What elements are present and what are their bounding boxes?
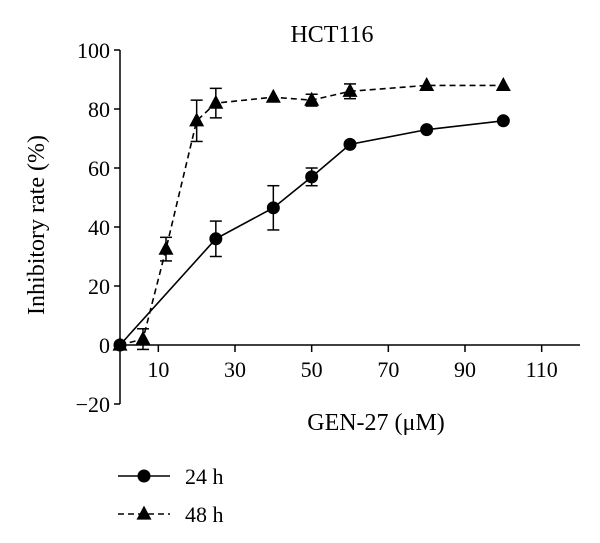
plot-area	[112, 77, 511, 352]
data-point	[208, 94, 224, 109]
y-tick-label: 0	[99, 333, 110, 358]
series-line	[119, 84, 504, 346]
data-point	[265, 88, 281, 103]
data-point	[495, 77, 511, 91]
data-point	[419, 77, 435, 91]
y-tick-label: 80	[88, 97, 110, 122]
y-tick-label: 100	[77, 38, 110, 63]
data-point	[342, 82, 358, 97]
data-point	[496, 114, 510, 128]
data-point	[135, 330, 151, 345]
series-line	[119, 120, 504, 346]
legend-label: 48 h	[185, 502, 224, 527]
x-tick-label: 110	[526, 357, 558, 382]
x-tick-label: 10	[147, 357, 169, 382]
y-axis-label: Inhibitory rate (%)	[24, 135, 50, 315]
y-tick-label: 60	[88, 156, 110, 181]
x-tick-label: 70	[377, 357, 399, 382]
series-2	[112, 77, 511, 351]
x-tick-label: 30	[224, 357, 246, 382]
legend-marker	[136, 505, 152, 520]
data-point	[112, 336, 128, 351]
data-point	[189, 112, 205, 127]
x-axis-label: GEN-27 (μM)	[307, 410, 445, 436]
data-point	[266, 201, 280, 215]
axes: −20 0 20 40 60 80 100 10 30 50 70 90 110	[76, 38, 580, 417]
data-point	[420, 123, 434, 137]
legend-label: 24 h	[185, 464, 224, 489]
y-tick-label: −20	[76, 392, 110, 417]
x-tick-label: 90	[454, 357, 476, 382]
y-tick-label: 20	[88, 274, 110, 299]
data-point	[343, 137, 357, 151]
data-point	[158, 240, 174, 255]
data-point	[304, 91, 320, 106]
x-tick-label: 50	[301, 357, 323, 382]
chart-title: HCT116	[290, 22, 373, 48]
data-point	[305, 170, 319, 184]
legend: 24 h 48 h	[118, 464, 224, 527]
data-point	[209, 232, 223, 246]
y-tick-label: 40	[88, 215, 110, 240]
legend-marker	[137, 469, 151, 483]
series-1	[113, 114, 510, 352]
